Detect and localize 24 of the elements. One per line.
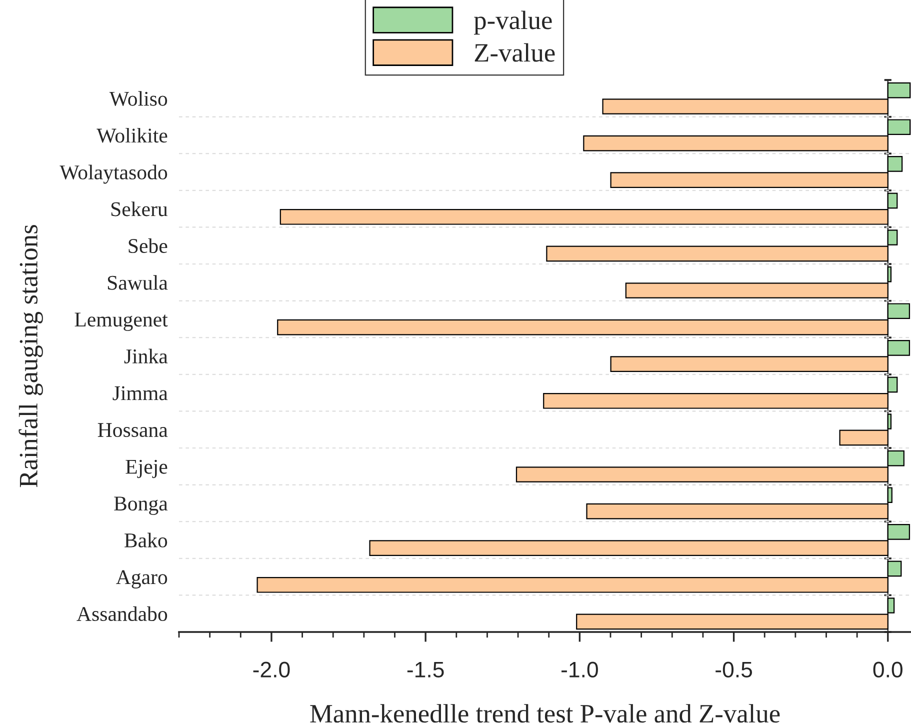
y-tick-label: Ejeje	[126, 460, 168, 478]
x-axis-title: Mann-kenedlle trend test P-vale and Z-value	[310, 704, 780, 723]
x-tick-label: -2.0	[253, 662, 290, 678]
y-tick-label: Assandabo	[76, 606, 168, 622]
y-tick-label: Sekeru	[111, 202, 168, 216]
y-tick-label: Hossana	[98, 423, 168, 438]
y-tick-label: Jinka	[124, 348, 168, 364]
y-tick-label: Agaro	[116, 570, 168, 588]
legend-label: Z-value	[474, 43, 555, 62]
y-tick-label: Jimma	[112, 386, 168, 400]
y-tick-label: Sebe	[128, 238, 168, 254]
y-tick-label: Sawula	[108, 275, 168, 290]
y-tick-label: Lemugenet	[74, 312, 168, 331]
y-tick-label: Woliso	[109, 91, 168, 106]
y-tick-label: Wolikite	[96, 128, 168, 143]
y-tick-label: Wolaytasodo	[60, 164, 168, 184]
x-tick-label: 0.0	[873, 662, 902, 678]
legend-label: p-value	[474, 10, 552, 35]
x-tick-label: -1.0	[562, 662, 598, 678]
x-tick-label: -1.5	[407, 662, 444, 678]
y-tick-label: Bonga	[114, 496, 168, 515]
y-tick-label: Bako	[124, 532, 168, 548]
x-tick-label: -0.5	[716, 662, 752, 678]
y-axis-title: Rainfall gauging stations	[18, 225, 43, 488]
